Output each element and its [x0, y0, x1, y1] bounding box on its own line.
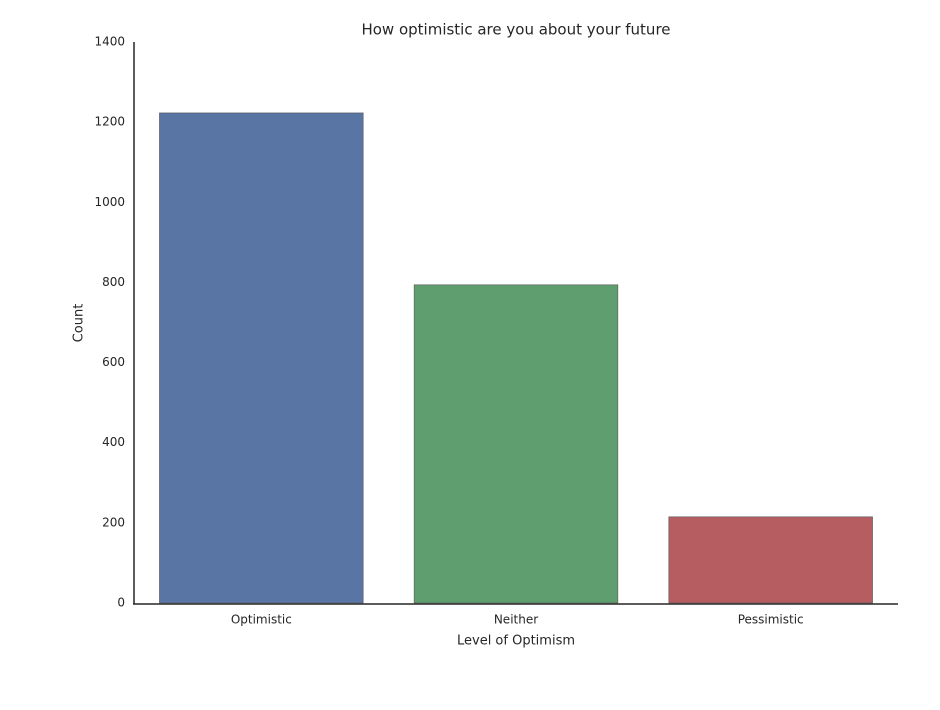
- y-axis-label: Count: [72, 304, 87, 343]
- y-tick-label: 600: [102, 355, 125, 369]
- x-tick-label: Optimistic: [231, 613, 292, 627]
- x-axis-label: Level of Optimism: [457, 634, 575, 649]
- bar: [668, 516, 873, 604]
- y-tick-label: 800: [102, 275, 125, 289]
- x-tick-label: Pessimistic: [738, 613, 804, 627]
- y-tick-label: 1000: [94, 195, 125, 209]
- x-tick-label: Neither: [494, 613, 538, 627]
- y-tick-label: 1200: [94, 115, 125, 129]
- chart-title: How optimistic are you about your future: [361, 21, 670, 39]
- y-tick-label: 0: [117, 596, 125, 610]
- y-tick-label: 200: [102, 515, 125, 529]
- y-tick-label: 1400: [94, 35, 125, 49]
- bar: [159, 112, 364, 604]
- y-tick-label: 400: [102, 435, 125, 449]
- bar: [413, 284, 619, 604]
